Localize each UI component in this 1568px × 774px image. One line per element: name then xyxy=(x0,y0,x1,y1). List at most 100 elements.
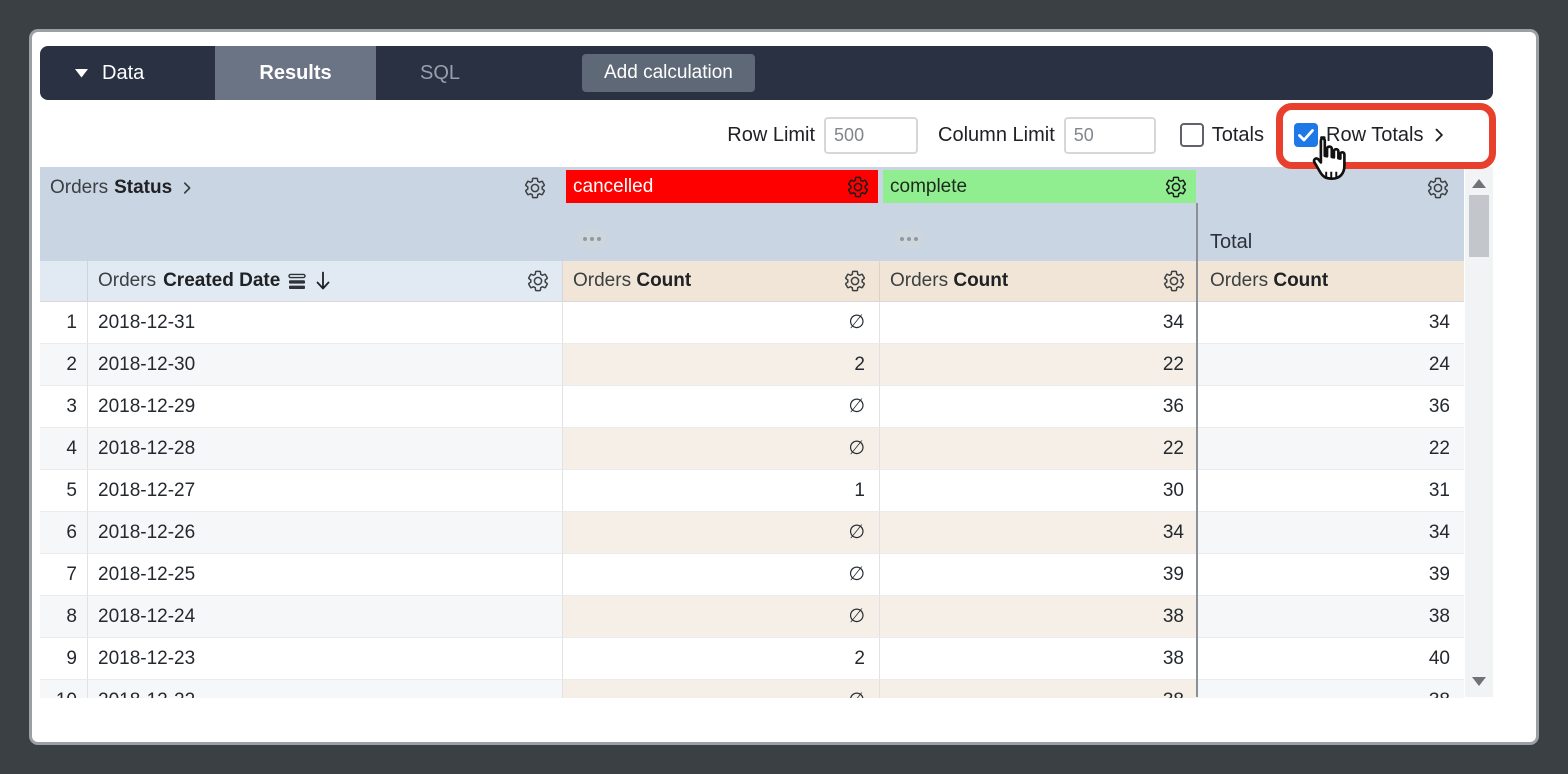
table-row: 9 2018-12-23 2 38 40 xyxy=(40,638,1464,680)
chevron-right-icon[interactable] xyxy=(1429,125,1449,145)
row-total-cell[interactable]: 34 xyxy=(1198,302,1464,344)
sort-descending-icon[interactable] xyxy=(314,270,332,292)
complete-count-cell[interactable]: 34 xyxy=(880,302,1198,344)
cancelled-count-cell[interactable]: 1 xyxy=(563,470,880,512)
complete-count-cell[interactable]: 38 xyxy=(880,596,1198,638)
pivot-options-ellipsis[interactable] xyxy=(577,230,607,248)
row-total-cell[interactable]: 31 xyxy=(1198,470,1464,512)
dimension-header[interactable]: Orders Created Date xyxy=(88,261,563,301)
row-number: 1 xyxy=(40,302,88,344)
complete-count-cell[interactable]: 38 xyxy=(880,680,1198,698)
table-row: 5 2018-12-27 1 30 31 xyxy=(40,470,1464,512)
data-section-toggle[interactable]: Data xyxy=(40,46,215,100)
pivot-value-cancelled[interactable]: cancelled xyxy=(566,170,878,203)
gear-icon[interactable] xyxy=(846,175,870,199)
total-column-label: Total xyxy=(1210,231,1253,253)
complete-count-cell[interactable]: 22 xyxy=(880,344,1198,386)
column-limit-input[interactable] xyxy=(1063,116,1156,154)
date-cell[interactable]: 2018-12-28 xyxy=(88,428,563,470)
chevron-right-icon xyxy=(178,179,196,197)
tab-results[interactable]: Results xyxy=(215,46,376,100)
data-section-label: Data xyxy=(102,61,145,84)
cancelled-count-cell[interactable]: 2 xyxy=(563,344,880,386)
row-totals-control: Row Totals xyxy=(1294,116,1449,154)
date-grouping-icon[interactable] xyxy=(287,271,307,291)
date-cell[interactable]: 2018-12-27 xyxy=(88,470,563,512)
cancelled-count-cell[interactable]: ∅ xyxy=(563,386,880,428)
row-total-cell[interactable]: 36 xyxy=(1198,386,1464,428)
pivot-value-complete[interactable]: complete xyxy=(883,170,1196,203)
date-cell[interactable]: 2018-12-30 xyxy=(88,344,563,386)
date-cell[interactable]: 2018-12-23 xyxy=(88,638,563,680)
complete-count-cell[interactable]: 30 xyxy=(880,470,1198,512)
row-total-cell[interactable]: 38 xyxy=(1198,680,1464,698)
scrollbar-thumb[interactable] xyxy=(1469,195,1489,257)
totals-checkbox[interactable] xyxy=(1179,123,1204,147)
measure-header-complete[interactable]: Orders Count xyxy=(880,261,1198,301)
cancelled-count-cell[interactable]: ∅ xyxy=(563,512,880,554)
cancelled-count-cell[interactable]: ∅ xyxy=(563,680,880,698)
pivot-value-label: complete xyxy=(890,175,968,197)
pivot-field-name: Status xyxy=(114,177,173,198)
totals-label: Totals xyxy=(1211,123,1264,146)
cancelled-count-cell[interactable]: ∅ xyxy=(563,428,880,470)
checkmark-icon xyxy=(1298,128,1314,141)
row-total-cell[interactable]: 40 xyxy=(1198,638,1464,680)
row-number: 7 xyxy=(40,554,88,596)
row-total-cell[interactable]: 39 xyxy=(1198,554,1464,596)
date-cell[interactable]: 2018-12-22 xyxy=(88,680,563,698)
complete-count-cell[interactable]: 38 xyxy=(880,638,1198,680)
total-column-divider xyxy=(1196,203,1198,697)
gear-icon[interactable] xyxy=(1164,175,1188,199)
measure-header-row: Orders Created Date Orders Count xyxy=(40,261,1464,302)
measure-header-cancelled[interactable]: Orders Count xyxy=(563,261,880,301)
row-total-cell[interactable]: 22 xyxy=(1198,428,1464,470)
row-total-cell[interactable]: 24 xyxy=(1198,344,1464,386)
row-total-header-cell: Total xyxy=(1198,167,1464,261)
row-totals-label: Row Totals xyxy=(1326,123,1424,146)
row-number: 5 xyxy=(40,470,88,512)
tab-sql[interactable]: SQL xyxy=(419,61,461,84)
date-cell[interactable]: 2018-12-26 xyxy=(88,512,563,554)
row-number: 9 xyxy=(40,638,88,680)
table-row: 3 2018-12-29 ∅ 36 36 xyxy=(40,386,1464,428)
row-number: 6 xyxy=(40,512,88,554)
cancelled-count-cell[interactable]: 2 xyxy=(563,638,880,680)
vertical-scrollbar[interactable] xyxy=(1465,167,1493,697)
gear-icon[interactable] xyxy=(1162,269,1186,293)
scroll-up-arrow-icon[interactable] xyxy=(1472,179,1486,188)
date-cell[interactable]: 2018-12-24 xyxy=(88,596,563,638)
cancelled-count-cell[interactable]: ∅ xyxy=(563,596,880,638)
gear-icon[interactable] xyxy=(1426,176,1450,200)
measure-header-total[interactable]: Orders Count xyxy=(1198,261,1464,301)
table-body: 1 2018-12-31 ∅ 34 34 2 2018-12-30 2 22 24 3 2018-12… xyxy=(40,302,1464,698)
complete-count-cell[interactable]: 39 xyxy=(880,554,1198,596)
date-cell[interactable]: 2018-12-25 xyxy=(88,554,563,596)
table-row: 4 2018-12-28 ∅ 22 22 xyxy=(40,428,1464,470)
row-number-header xyxy=(40,261,88,301)
date-cell[interactable]: 2018-12-29 xyxy=(88,386,563,428)
results-table: Orders Status cancelled complete xyxy=(40,167,1464,698)
pivot-options-ellipsis[interactable] xyxy=(894,230,924,248)
row-number: 4 xyxy=(40,428,88,470)
complete-count-cell[interactable]: 34 xyxy=(880,512,1198,554)
dimension-view-name: Orders xyxy=(98,270,157,291)
row-limit-input[interactable] xyxy=(824,116,919,154)
row-total-cell[interactable]: 38 xyxy=(1198,596,1464,638)
scroll-down-arrow-icon[interactable] xyxy=(1472,677,1486,686)
row-number: 2 xyxy=(40,344,88,386)
add-calculation-button[interactable]: Add calculation xyxy=(582,54,755,92)
gear-icon[interactable] xyxy=(526,269,550,293)
complete-count-cell[interactable]: 36 xyxy=(880,386,1198,428)
complete-count-cell[interactable]: 22 xyxy=(880,428,1198,470)
gear-icon[interactable] xyxy=(523,176,547,200)
cancelled-count-cell[interactable]: ∅ xyxy=(563,302,880,344)
row-totals-checkbox[interactable] xyxy=(1294,123,1318,147)
pivot-field-title[interactable]: Orders Status xyxy=(50,177,196,199)
cancelled-count-cell[interactable]: ∅ xyxy=(563,554,880,596)
table-row: 7 2018-12-25 ∅ 39 39 xyxy=(40,554,1464,596)
date-cell[interactable]: 2018-12-31 xyxy=(88,302,563,344)
gear-icon[interactable] xyxy=(843,269,867,293)
row-total-cell[interactable]: 34 xyxy=(1198,512,1464,554)
dimension-field-name: Created Date xyxy=(163,270,281,291)
